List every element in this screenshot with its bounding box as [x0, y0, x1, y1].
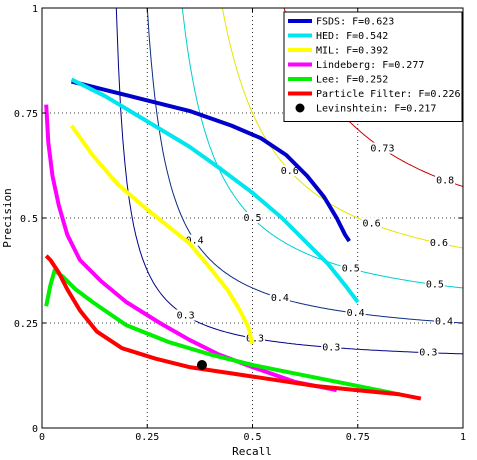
legend-entry-label: Levinshtein: F=0.217 — [316, 104, 436, 115]
iso-f-label: 0.5 — [342, 264, 360, 275]
y-tick-label: 0.75 — [14, 109, 38, 120]
iso-f-label: 0.6 — [363, 219, 381, 230]
legend-entry-label: MIL: F=0.392 — [316, 46, 388, 57]
x-tick-label: 0.5 — [243, 432, 261, 443]
iso-f-label-bg — [345, 307, 366, 319]
iso-f-label-bg — [435, 174, 456, 186]
iso-f-contours: 0.3 0.3 0.3 0.3 0.4 0.4 0.4 0.4 0.5 0.5 0.5 0.6 0.6 0… — [115, 7, 464, 359]
iso-f-label-bg — [428, 237, 449, 249]
legend-entry-label: HED: F=0.542 — [316, 31, 388, 42]
iso-f-label-bg — [242, 212, 263, 223]
y-axis-label: Precision — [1, 188, 14, 248]
iso-f-label: 0.73 — [370, 144, 394, 155]
y-tick-label: 1 — [32, 4, 38, 15]
iso-f-label-bg — [175, 309, 196, 321]
iso-f-label: 0.4 — [186, 236, 204, 247]
x-tick-label: 0.75 — [346, 432, 370, 443]
series-line-0 — [71, 79, 351, 243]
iso-f-label-bg — [321, 341, 342, 353]
y-tick-label: 0.5 — [20, 214, 38, 225]
iso-f-label: 0.3 — [177, 311, 195, 322]
iso-f-label-bg — [269, 291, 290, 303]
legend-entry-label: FSDS: F=0.623 — [316, 17, 394, 28]
iso-f-label-bg — [340, 262, 361, 274]
iso-f-label-bg — [418, 346, 439, 358]
iso-f-curve-0-4 — [146, 7, 464, 324]
iso-f-label-bg — [372, 142, 393, 154]
legend: FSDS: F=0.623 HED: F=0.542 MIL: F=0.392 Lin… — [283, 11, 463, 122]
legend-box — [283, 11, 463, 122]
legend-swatch — [295, 103, 305, 113]
iso-f-label: 0.4 — [271, 293, 289, 304]
iso-f-label-bg — [244, 332, 265, 344]
iso-f-label-bg — [184, 234, 205, 246]
series-marker-levinshtein — [196, 360, 207, 370]
iso-f-label-bg — [424, 278, 445, 290]
y-tick-label: 0.25 — [14, 319, 38, 330]
data-series — [44, 77, 422, 401]
iso-f-curve-0-3 — [115, 7, 464, 355]
legend-entry-label: Lindeberg: F=0.277 — [316, 60, 424, 71]
x-tick-label: 0 — [39, 432, 45, 443]
legend-entry-label: Particle Filter: F=0.226 — [316, 89, 461, 100]
legend-entry-label: Lee: F=0.252 — [316, 75, 388, 86]
iso-f-label: 0.6 — [430, 238, 448, 249]
series-line-5 — [44, 254, 422, 401]
iso-f-label: 0.4 — [435, 317, 453, 328]
iso-f-curve-0-6 — [221, 7, 464, 249]
axis-ticks: 0 0.25 0.5 0.75 1 0 0.25 0.5 0.75 1 — [14, 4, 466, 443]
iso-f-label: 0.3 — [246, 333, 264, 344]
series-line-2 — [69, 124, 255, 345]
iso-f-label-bg — [279, 165, 300, 177]
iso-f-label: 0.3 — [419, 348, 437, 359]
x-tick-label: 0.25 — [135, 432, 159, 443]
series-line-1 — [70, 77, 360, 304]
iso-f-label: 0.5 — [426, 280, 444, 291]
iso-f-label-bg — [434, 315, 455, 327]
x-tick-label: 1 — [460, 432, 466, 443]
iso-f-label: 0.4 — [347, 308, 365, 319]
iso-f-label: 0.8 — [436, 175, 454, 186]
y-tick-label: 0 — [32, 424, 38, 435]
iso-f-label: 0.5 — [243, 213, 261, 224]
iso-f-label-bg — [361, 217, 382, 229]
x-axis-label: Recall — [232, 445, 272, 458]
iso-f-label: 0.3 — [322, 342, 340, 353]
iso-f-label: 0.6 — [281, 166, 299, 177]
